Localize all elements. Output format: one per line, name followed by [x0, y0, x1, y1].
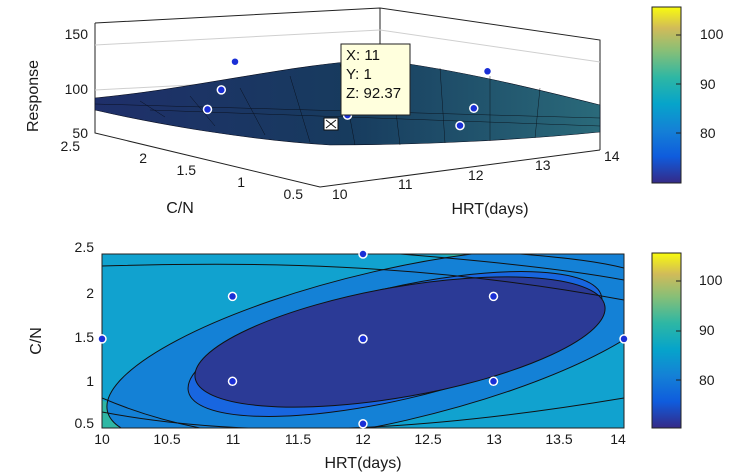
x-tick-label: 12	[355, 431, 371, 447]
colorbar-tick-label: 100	[700, 26, 724, 42]
y-tick-label: 2.5	[61, 138, 81, 154]
design-point	[216, 85, 227, 95]
contour-colorbar: 100 90 80	[651, 252, 723, 429]
x-axis-label: HRT(days)	[324, 455, 401, 472]
x-tick-label: 11	[398, 176, 413, 192]
x-axis-label: HRT(days)	[451, 201, 528, 218]
x-tick-label: 10.5	[153, 431, 180, 447]
design-point	[488, 291, 499, 302]
data-tip[interactable]: X: 11 Y: 1 Z: 92.37	[323, 43, 411, 131]
colorbar-tick-label: 80	[699, 372, 715, 388]
y-tick-label: 1.5	[75, 329, 95, 345]
data-tip-x: X: 11	[346, 47, 380, 64]
z-tick-label: 150	[65, 26, 89, 42]
design-point	[227, 376, 238, 387]
x-tick-label: 14	[604, 148, 620, 164]
design-point	[227, 291, 238, 302]
colorbar-tick-label: 80	[700, 125, 716, 141]
y-axis-label: C/N	[166, 200, 194, 217]
x-tick-label: 11.5	[285, 431, 311, 447]
y-tick-label: 0.5	[75, 415, 95, 431]
colorbar-tick-label: 90	[699, 322, 715, 338]
design-point	[358, 419, 368, 429]
x-tick-label: 13	[486, 431, 502, 447]
data-tip-z: Z: 92.37	[346, 85, 401, 102]
x-tick-label: 13	[535, 157, 551, 173]
y-tick-label: 0.5	[284, 186, 304, 202]
y-tick-label: 1	[237, 174, 245, 190]
y-tick-label: 1.5	[177, 162, 197, 178]
design-point	[230, 56, 240, 67]
data-tip-y: Y: 1	[346, 66, 372, 83]
y-tick-label: 2	[86, 285, 94, 301]
x-tick-label: 10	[94, 431, 110, 447]
x-tick-label: 11	[226, 431, 241, 447]
contour-design-points	[97, 249, 629, 429]
x-tick-label: 10	[332, 186, 348, 202]
contour-plot: 2.5 2 1.5 1 0.5 C/N 10 10.5 11 11.5 12 1…	[28, 239, 723, 472]
design-point	[358, 249, 368, 259]
design-point	[455, 120, 465, 131]
design-point	[202, 104, 213, 115]
z-axis-label: Response	[25, 60, 42, 132]
y-axis-label: C/N	[28, 327, 45, 355]
x-tick-label: 14	[610, 431, 626, 447]
design-point	[358, 334, 368, 344]
x-tick-label: 12.5	[414, 431, 441, 447]
x-tick-label: 13.5	[545, 431, 572, 447]
design-point	[97, 334, 107, 344]
x-tick-label: 12	[468, 167, 484, 183]
y-tick-label: 1	[86, 373, 94, 389]
colorbar-tick-label: 100	[699, 272, 723, 288]
surface-plot: 150 100 50 Response 2.5 2 1.5 1 0.5 C/N …	[25, 6, 724, 218]
surface-colorbar: 100 90 80	[651, 6, 724, 184]
z-tick-label: 50	[72, 125, 88, 141]
z-tick-label: 100	[65, 81, 89, 97]
design-point	[469, 103, 479, 114]
design-point	[482, 66, 493, 77]
design-point	[619, 334, 629, 344]
design-point	[488, 376, 499, 387]
y-tick-label: 2	[139, 150, 147, 166]
colorbar-tick-label: 90	[700, 76, 716, 92]
y-tick-label: 2.5	[75, 239, 95, 255]
